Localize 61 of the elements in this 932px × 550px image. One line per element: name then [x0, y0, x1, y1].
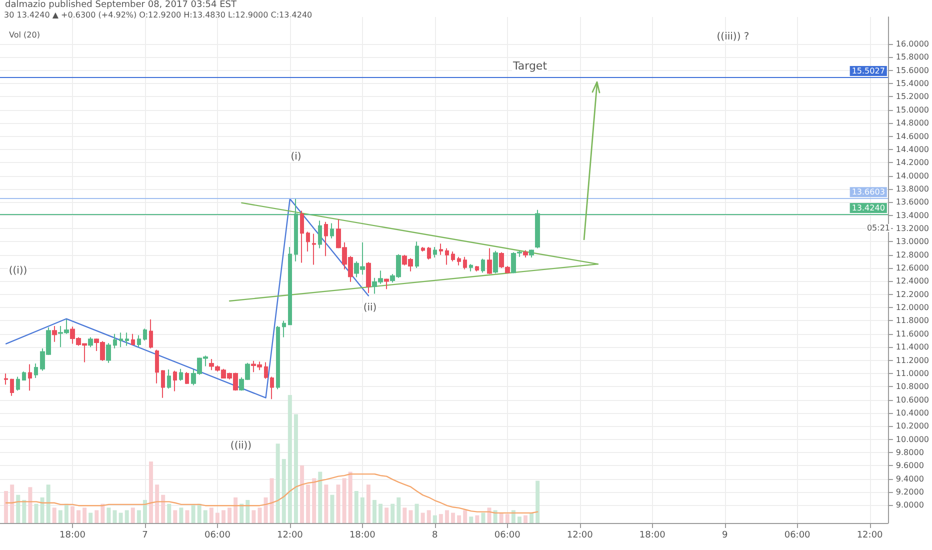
annotation: ((i))	[8, 266, 28, 276]
y-tick-label: 9.2000	[896, 488, 924, 497]
y-tick-label: 12.0000	[896, 303, 930, 312]
annotation: ((iii)) ?	[716, 32, 750, 42]
y-tick-label: 12.8000	[896, 250, 930, 260]
y-tick-label: 9.6000	[896, 461, 924, 470]
y-tick-label: 13.4000	[896, 210, 930, 220]
y-tick-label: 10.4000	[896, 408, 930, 418]
y-tick-label: 15.4000	[896, 79, 930, 88]
y-tick-label: 10.2000	[896, 422, 930, 431]
y-tick-label: 15.2000	[896, 92, 930, 102]
x-tick-label: 18:00	[60, 530, 86, 540]
y-tick-label: 9.4000	[896, 474, 924, 484]
y-tick-label: 14.0000	[896, 171, 930, 180]
annotation: (ii)	[363, 302, 377, 314]
x-tick-label: 9	[722, 530, 728, 540]
x-tick-label: 12:00	[566, 530, 594, 540]
ref-line-label: 13.4240	[852, 203, 885, 212]
x-tick-label: 12:00	[856, 530, 884, 540]
annotation: (i)	[290, 152, 302, 162]
ref-line-label: 13.6603	[852, 188, 885, 197]
y-tick-label: 14.2000	[896, 158, 930, 168]
y-tick-label: 13.2000	[896, 224, 930, 233]
text: dalmazio published September 08, 2017 03:54 EST	[5, 0, 237, 10]
y-tick-label: 13.6000	[896, 198, 930, 207]
y-tick-label: 11.2000	[896, 356, 930, 365]
x-tick-label: 06:00	[494, 530, 521, 540]
y-tick-label: 15.0000	[896, 105, 930, 114]
y-tick-label: 10.8000	[896, 382, 930, 392]
y-tick-label: 9.8000	[896, 448, 924, 458]
annotation: ((ii))	[230, 440, 252, 452]
x-tick-label: 12:00	[276, 530, 304, 540]
y-tick-label: 14.4000	[896, 144, 930, 154]
y-tick-label: 11.0000	[896, 368, 930, 378]
y-tick-label: 10.6000	[896, 395, 930, 404]
y-tick-label: 14.6000	[896, 132, 930, 141]
y-tick-label: 12.2000	[896, 290, 930, 299]
x-tick-label: 7	[142, 530, 148, 540]
chart-subtitle: 30 13.4240 ▲ +0.6300 (+4.92%) O:12.9200 H:13.4830 L:12.9000 C:13.4240	[4, 10, 312, 20]
ref-line-label: 15.5027	[852, 66, 885, 76]
x-tick-label: 06:00	[204, 530, 231, 540]
y-tick-label: 15.8000	[896, 52, 930, 62]
chart-title: Vol (20)	[9, 30, 40, 40]
y-tick-label: 15.6000	[896, 66, 930, 75]
y-tick-label: 9.0000	[896, 500, 924, 510]
y-tick-label: 10.0000	[896, 434, 930, 444]
x-tick-label: 18:00	[639, 530, 666, 540]
y-tick-label: 11.6000	[896, 329, 930, 338]
annotation: 05:21	[866, 224, 890, 232]
y-tick-label: 12.4000	[896, 276, 930, 286]
y-tick-label: 12.6000	[896, 264, 930, 273]
x-tick-label: 8	[432, 530, 438, 540]
y-tick-label: 14.8000	[896, 118, 930, 128]
y-tick-label: 13.0000	[896, 237, 930, 246]
y-tick-label: 11.8000	[896, 316, 930, 326]
annotation: Target	[512, 60, 548, 72]
x-tick-label: 18:00	[349, 530, 376, 540]
y-tick-label: 11.4000	[896, 342, 930, 352]
x-tick-label: 06:00	[784, 530, 811, 540]
y-tick-label: 16.0000	[896, 40, 930, 49]
y-tick-label: 13.8000	[896, 184, 930, 194]
